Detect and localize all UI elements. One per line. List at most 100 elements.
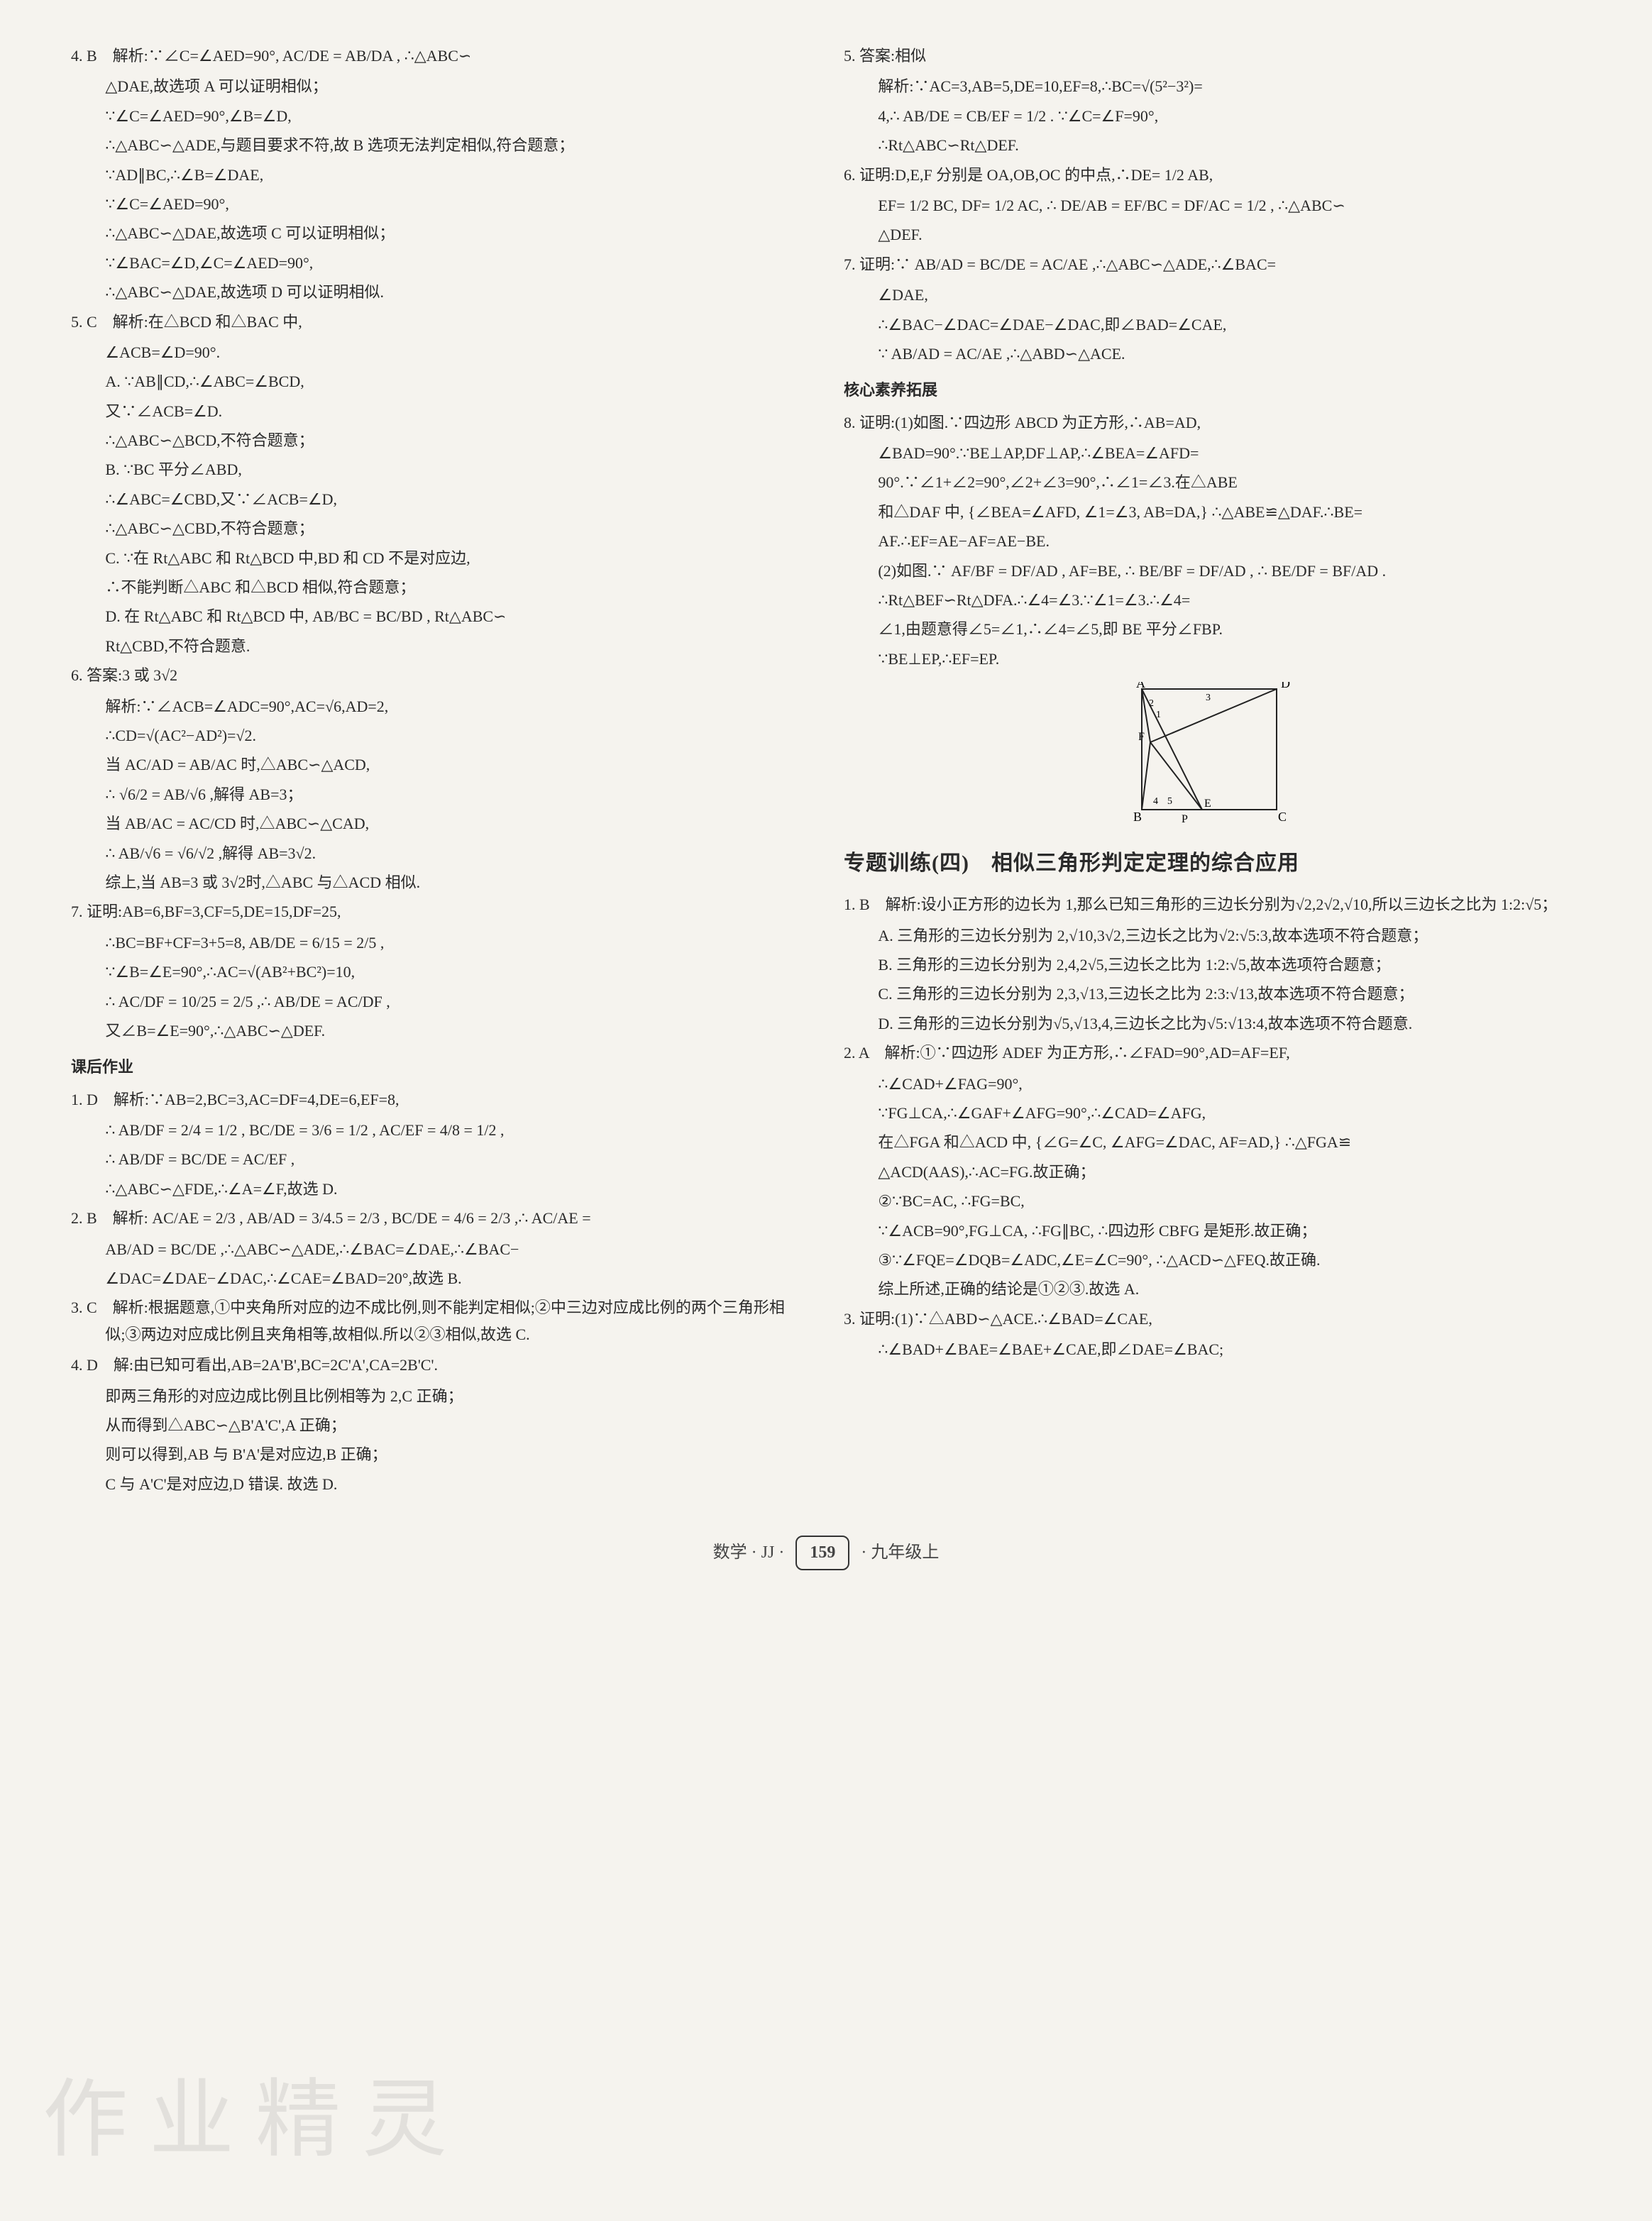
r-q8: 8. 证明:(1)如图.∵四边形 ABCD 为正方形,∴AB=AD,: [844, 409, 1581, 436]
r-q8-line: (2)如图.∵ AF/BF = DF/AD , AF=BE, ∴ BE/BF =…: [844, 558, 1581, 584]
q5-line: C. ∵在 Rt△ABC 和 Rt△BCD 中,BD 和 CD 不是对应边,: [71, 545, 808, 571]
page-footer: 数学 · JJ · 159 · 九年级上: [71, 1536, 1581, 1570]
label-A: A: [1136, 682, 1145, 690]
r-q5-line: 解析:∵AC=3,AB=5,DE=10,EF=8,∴BC=√(5²−3²)=: [844, 73, 1581, 99]
q5-line: Rt△CBD,不符合题意.: [71, 633, 808, 659]
footer-grade: · 九年级上: [861, 1543, 939, 1562]
hw1-line: ∴ AB/DF = BC/DE = AC/EF ,: [71, 1146, 808, 1172]
right-column: 5. 答案:相似 解析:∵AC=3,AB=5,DE=10,EF=8,∴BC=√(…: [844, 43, 1581, 1500]
r-q8-line: ∵BE⊥EP,∴EF=EP.: [844, 646, 1581, 672]
label-2: 2: [1149, 698, 1154, 709]
footer-subject: 数学 · JJ ·: [713, 1543, 785, 1562]
page-number: 159: [795, 1536, 849, 1570]
hw3: 3. C 解析:根据题意,①中夹角所对应的边不成比例,则不能判定相似;②中三边对…: [71, 1294, 808, 1348]
t2-line: ∴∠CAD+∠FAG=90°,: [844, 1071, 1581, 1097]
t2-line: ③∵∠FQE=∠DQB=∠ADC,∠E=∠C=90°, ∴△ACD∽△FEQ.故…: [844, 1247, 1581, 1273]
label-C: C: [1278, 810, 1287, 824]
q4-line: ∴△ABC∽△DAE,故选项 C 可以证明相似；: [71, 220, 808, 246]
r-q6: 6. 证明:D,E,F 分别是 OA,OB,OC 的中点,∴DE= 1/2 AB…: [844, 162, 1581, 188]
topic-title: 专题训练(四) 相似三角形判定定理的综合应用: [844, 845, 1581, 881]
left-column: 4. B 解析:∵∠C=∠AED=90°, AC/DE = AB/DA , ∴△…: [71, 43, 808, 1500]
r-q7-line: ∵ AB/AD = AC/AE ,∴△ABD∽△ACE.: [844, 341, 1581, 367]
q6-line: 当 AB/AC = AC/CD 时,△ABC∽△CAD,: [71, 810, 808, 837]
hw4-line: 从而得到△ABC∽△B'A'C',A 正确；: [71, 1412, 808, 1438]
r-q5: 5. 答案:相似: [844, 43, 1581, 69]
t2: 2. A 解析:①∵四边形 ADEF 为正方形,∴∠FAD=90°,AD=AF=…: [844, 1040, 1581, 1066]
q4-line: ∴△ABC∽△ADE,与题目要求不符,故 B 选项无法判定相似,符合题意；: [71, 132, 808, 158]
t1-c: C. 三角形的三边长分别为 2,3,√13,三边长之比为 2:3:√13,故本选…: [844, 981, 1581, 1007]
t2-line: ∵FG⊥CA,∴∠GAF+∠AFG=90°,∴∠CAD=∠AFG,: [844, 1100, 1581, 1126]
square-diagram: A D B C E F P 2 1 3 4 5: [1120, 682, 1305, 831]
label-3: 3: [1206, 693, 1211, 703]
r-q5-line: ∴Rt△ABC∽Rt△DEF.: [844, 132, 1581, 158]
t2-line: 在△FGA 和△ACD 中, {∠G=∠C, ∠AFG=∠DAC, AF=AD,…: [844, 1129, 1581, 1155]
label-4: 4: [1153, 796, 1158, 807]
label-P: P: [1182, 813, 1188, 825]
r-q8-line: ∠BAD=90°.∵BE⊥AP,DF⊥AP,∴∠BEA=∠AFD=: [844, 440, 1581, 466]
page: 4. B 解析:∵∠C=∠AED=90°, AC/DE = AB/DA , ∴△…: [71, 43, 1581, 1500]
q7-line: ∴ AC/DF = 10/25 = 2/5 ,∴ AB/DE = AC/DF ,: [71, 988, 808, 1015]
q7-line: ∵∠B=∠E=90°,∴AC=√(AB²+BC²)=10,: [71, 959, 808, 985]
q4-line: ∵∠BAC=∠D,∠C=∠AED=90°,: [71, 250, 808, 276]
r-q7: 7. 证明:∵ AB/AD = BC/DE = AC/AE ,∴△ABC∽△AD…: [844, 251, 1581, 277]
r-q8-line: 和△DAF 中, {∠BEA=∠AFD, ∠1=∠3, AB=DA,} ∴△AB…: [844, 499, 1581, 525]
q6-line: ∴ AB/√6 = √6/√2 ,解得 AB=3√2.: [71, 840, 808, 866]
homework-title: 课后作业: [71, 1054, 808, 1080]
hw1-line: ∴ AB/DF = 2/4 = 1/2 , BC/DE = 3/6 = 1/2 …: [71, 1117, 808, 1143]
r-q8-line: ∠1,由题意得∠5=∠1,∴∠4=∠5,即 BE 平分∠FBP.: [844, 616, 1581, 642]
q6-line: ∴CD=√(AC²−AD²)=√2.: [71, 722, 808, 749]
watermark: 作业精灵: [43, 2048, 468, 2193]
hw2-line: AB/AD = BC/DE ,∴△ABC∽△ADE,∴∠BAC=∠DAE,∴∠B…: [71, 1236, 808, 1262]
hw4-line: 即两三角形的对应边成比例且比例相等为 2,C 正确；: [71, 1383, 808, 1409]
q5-line: A. ∵AB∥CD,∴∠ABC=∠BCD,: [71, 368, 808, 395]
t1-d: D. 三角形的三边长分别为√5,√13,4,三边长之比为√5:√13:4,故本选…: [844, 1010, 1581, 1037]
label-D: D: [1281, 682, 1290, 690]
extension-title: 核心素养拓展: [844, 377, 1581, 403]
hw4: 4. D 解:由已知可看出,AB=2A'B',BC=2C'A',CA=2B'C'…: [71, 1352, 808, 1378]
geometry-figure: A D B C E F P 2 1 3 4 5: [844, 682, 1581, 831]
q5-line: ∴△ABC∽△CBD,不符合题意；: [71, 515, 808, 541]
q4-line: △DAE,故选项 A 可以证明相似；: [71, 73, 808, 99]
q6: 6. 答案:3 或 3√2: [71, 662, 808, 688]
r-q7-line: ∠DAE,: [844, 282, 1581, 308]
q5-line: ∴△ABC∽△BCD,不符合题意；: [71, 427, 808, 453]
q4-line: ∵AD∥BC,∴∠B=∠DAE,: [71, 162, 808, 188]
label-1: 1: [1156, 710, 1161, 720]
r-q8-line: AF.∴EF=AE−AF=AE−BE.: [844, 528, 1581, 554]
q6-line: 当 AC/AD = AB/AC 时,△ABC∽△ACD,: [71, 751, 808, 778]
r-q7-line: ∴∠BAC−∠DAC=∠DAE−∠DAC,即∠BAD=∠CAE,: [844, 312, 1581, 338]
q7: 7. 证明:AB=6,BF=3,CF=5,DE=15,DF=25,: [71, 898, 808, 925]
hw1: 1. D 解析:∵AB=2,BC=3,AC=DF=4,DE=6,EF=8,: [71, 1086, 808, 1113]
r-q5-line: 4,∴ AB/DE = CB/EF = 1/2 . ∵∠C=∠F=90°,: [844, 103, 1581, 129]
hw4-line: C 与 A'C'是对应边,D 错误. 故选 D.: [71, 1471, 808, 1497]
t3-line: ∴∠BAD+∠BAE=∠BAE+∠CAE,即∠DAE=∠BAC;: [844, 1336, 1581, 1362]
r-q8-line: 90°.∵∠1+∠2=90°,∠2+∠3=90°,∴∠1=∠3.在△ABE: [844, 469, 1581, 495]
q5-line: ∴∠ABC=∠CBD,又∵∠ACB=∠D,: [71, 486, 808, 512]
t2-line: ∵∠ACB=90°,FG⊥CA, ∴FG∥BC, ∴四边形 CBFG 是矩形.故…: [844, 1218, 1581, 1244]
hw2-line: ∠DAC=∠DAE−∠DAC,∴∠CAE=∠BAD=20°,故选 B.: [71, 1265, 808, 1291]
r-q8-line: ∴Rt△BEF∽Rt△DFA.∴∠4=∠3.∵∠1=∠3.∴∠4=: [844, 587, 1581, 613]
q6-line: 综上,当 AB=3 或 3√2时,△ABC 与△ACD 相似.: [71, 869, 808, 895]
q5-line: 又∵∠ACB=∠D.: [71, 398, 808, 424]
q5-line: D. 在 Rt△ABC 和 Rt△BCD 中, AB/BC = BC/BD , …: [71, 603, 808, 629]
label-F: F: [1138, 731, 1145, 743]
q5: 5. C 解析:在△BCD 和△BAC 中,: [71, 309, 808, 335]
q5-line: B. ∵BC 平分∠ABD,: [71, 456, 808, 483]
t3: 3. 证明:(1)∵△ABD∽△ACE.∴∠BAD=∠CAE,: [844, 1306, 1581, 1332]
label-B: B: [1133, 810, 1142, 824]
label-E: E: [1204, 798, 1211, 810]
q5-line: ∠ACB=∠D=90°.: [71, 339, 808, 365]
q7-line: 又∠B=∠E=90°,∴△ABC∽△DEF.: [71, 1018, 808, 1044]
t1-a: A. 三角形的三边长分别为 2,√10,3√2,三边长之比为√2:√5:3,故本…: [844, 922, 1581, 949]
t1: 1. B 解析:设小正方形的边长为 1,那么已知三角形的三边长分别为√2,2√2…: [844, 891, 1581, 917]
t2-line: 综上所述,正确的结论是①②③.故选 A.: [844, 1276, 1581, 1302]
q6-line: 解析:∵∠ACB=∠ADC=90°,AC=√6,AD=2,: [71, 693, 808, 720]
q4-line: ∵∠C=∠AED=90°,: [71, 191, 808, 217]
q6-line: ∴ √6/2 = AB/√6 ,解得 AB=3；: [71, 781, 808, 808]
q4-line: ∵∠C=∠AED=90°,∠B=∠D,: [71, 103, 808, 129]
r-q6-line: EF= 1/2 BC, DF= 1/2 AC, ∴ DE/AB = EF/BC …: [844, 192, 1581, 219]
q7-line: ∴BC=BF+CF=3+5=8, AB/DE = 6/15 = 2/5 ,: [71, 930, 808, 956]
t2-line: ②∵BC=AC, ∴FG=BC,: [844, 1188, 1581, 1214]
r-q6-line: △DEF.: [844, 221, 1581, 248]
t1-b: B. 三角形的三边长分别为 2,4,2√5,三边长之比为 1:2:√5,故本选项…: [844, 952, 1581, 978]
